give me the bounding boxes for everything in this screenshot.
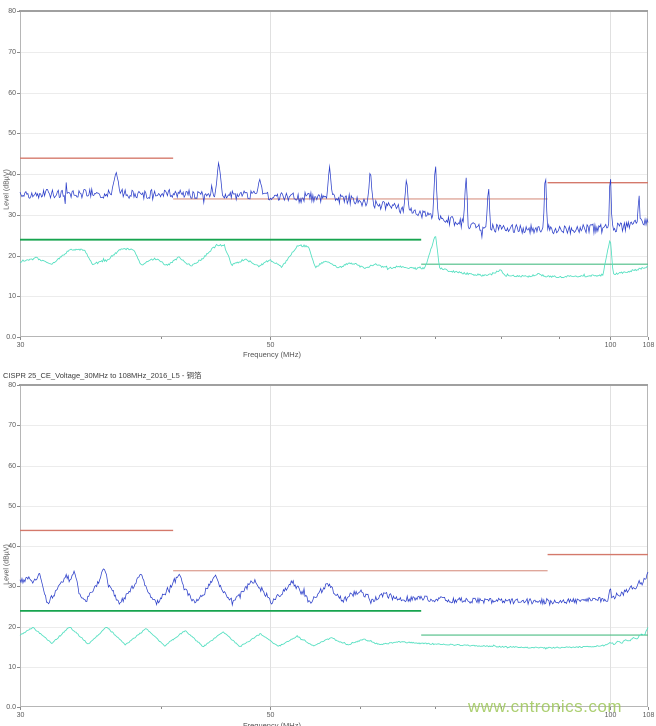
y-tick-label: 70 <box>8 48 16 56</box>
bottom-chart-y-axis-label: Level (dBµV) <box>3 544 11 585</box>
top-chart-x-axis-label: Frequency (MHz) <box>243 350 301 359</box>
y-tick-label: 60 <box>8 89 16 97</box>
y-tick-label: 0.0 <box>6 333 16 341</box>
y-tick-label: 80 <box>8 7 16 15</box>
bottom-chart-x-axis-label: Frequency (MHz) <box>243 721 301 726</box>
y-tick-label: 30 <box>8 582 16 590</box>
y-tick-label: 50 <box>8 502 16 510</box>
y-tick-label: 10 <box>8 292 16 300</box>
y-tick-label: 50 <box>8 129 16 137</box>
bottom-chart-title: CISPR 25_CE_Voltage_30MHz to 108MHz_2016… <box>3 371 202 380</box>
top-chart-y-axis-label: Level (dBµV) <box>3 169 11 210</box>
y-tick-label: 30 <box>8 211 16 219</box>
x-tick-label: 50 <box>266 342 275 349</box>
x-tick-label: 108 <box>642 712 655 719</box>
x-tick-label: 30 <box>16 342 25 349</box>
x-tick-label: 100 <box>604 342 617 349</box>
x-tick-label: 50 <box>266 712 275 719</box>
y-tick-label: 20 <box>8 252 16 260</box>
watermark-text: www.cntronics.com <box>468 697 622 716</box>
y-tick-label: 80 <box>8 381 16 389</box>
y-tick-label: 40 <box>8 170 16 178</box>
x-tick-label: 108 <box>642 342 655 349</box>
x-tick-label: 100 <box>604 712 617 719</box>
y-tick-label: 10 <box>8 663 16 671</box>
y-tick-label: 0.0 <box>6 703 16 711</box>
y-tick-label: 60 <box>8 462 16 470</box>
y-tick-label: 70 <box>8 421 16 429</box>
x-tick-label: 30 <box>16 712 25 719</box>
y-tick-label: 20 <box>8 623 16 631</box>
y-tick-label: 40 <box>8 542 16 550</box>
